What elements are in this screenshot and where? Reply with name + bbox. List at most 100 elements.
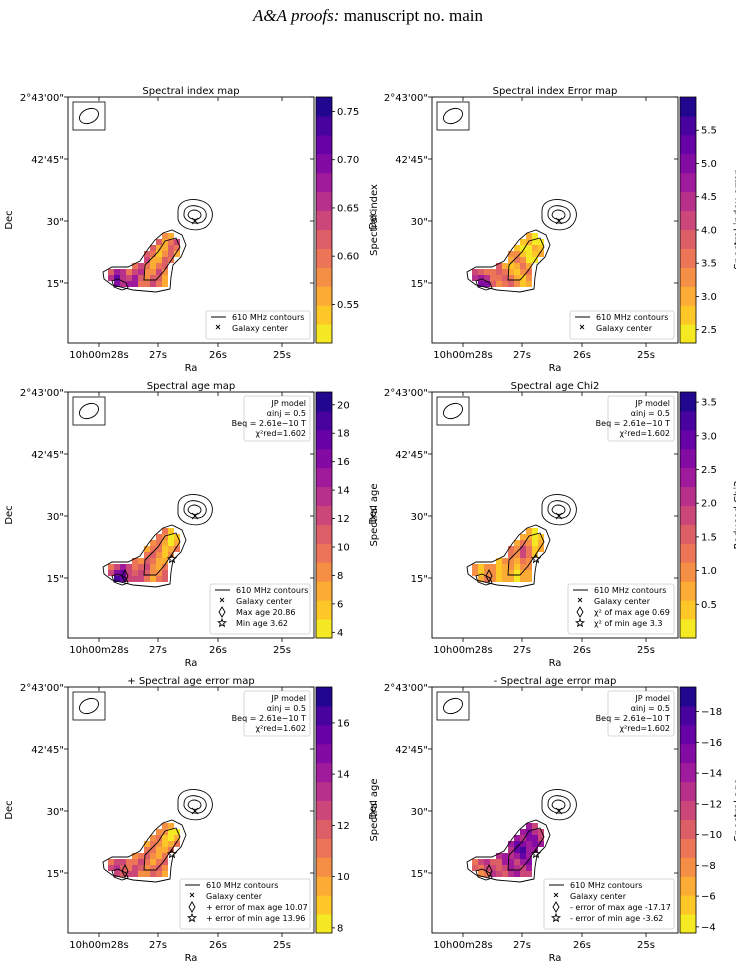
heatmap-pixel <box>114 865 120 871</box>
heatmap-pixel <box>490 865 496 871</box>
heatmap-pixel <box>162 564 168 570</box>
contour-outer <box>466 524 551 588</box>
heatmap-pixel <box>490 564 496 570</box>
y-tick-label: 15" <box>47 869 64 880</box>
heatmap-pixel <box>526 239 532 245</box>
legend: 610 MHz contours Galaxy center <box>569 310 675 340</box>
heatmap-pixel <box>520 841 526 847</box>
heatmap-pixel <box>156 835 162 841</box>
contour-core <box>177 199 213 231</box>
y-tick-label: 42'45" <box>31 155 64 166</box>
colorbar-tick-label: 0.70 <box>337 155 359 166</box>
page-header: A&A proofs: manuscript no. main <box>0 6 736 26</box>
legend-entry: + error of max age 10.07 <box>206 903 308 912</box>
contour-inner <box>143 827 181 871</box>
heatmap-pixel <box>162 865 168 871</box>
info-line: χ²red=1.602 <box>619 724 670 733</box>
colorbar-segment <box>680 687 696 707</box>
heatmap-pixel <box>520 546 526 552</box>
heatmap-pixel <box>162 528 168 534</box>
heatmap-pixel <box>520 570 526 576</box>
heatmap-pixel <box>114 576 120 582</box>
heatmap-pixel <box>478 570 484 576</box>
x-tick-label: 10h00m28s <box>69 940 128 951</box>
heatmap-pixel <box>532 534 538 540</box>
beam-box <box>72 101 106 131</box>
colorbar-tick-label: 16 <box>337 457 350 468</box>
heatmap-pixel <box>526 865 532 871</box>
heatmap-pixel <box>526 528 532 534</box>
legend-entry: 610 MHz contours <box>570 881 642 890</box>
y-tick-label: 30" <box>411 217 428 228</box>
heatmap-pixel <box>168 534 174 540</box>
legend-entry: Galaxy center <box>232 324 289 333</box>
heatmap-pixel <box>526 275 532 281</box>
colorbar-segment <box>316 914 332 934</box>
colorbar-segment <box>316 429 332 450</box>
colorbar-segment <box>316 248 332 268</box>
colorbar-tick-label: 1.0 <box>701 566 717 577</box>
heatmap-pixel <box>132 275 138 281</box>
colorbar-tick-label: 4.5 <box>701 192 717 203</box>
heatmap-pixel <box>520 534 526 540</box>
colorbar: 2.5 3.0 3.5 4.0 4.5 5.0 5.5 Spectral index erro… <box>679 96 736 344</box>
heatmap-pixel <box>168 233 174 239</box>
legend-entry: Max age 20.86 <box>236 608 295 617</box>
heatmap-pixel <box>174 835 180 841</box>
plot-frame <box>67 96 315 344</box>
info-line: χ²red=1.602 <box>255 724 306 733</box>
colorbar-tick-label: 16 <box>337 718 350 729</box>
heatmap-pixel <box>526 564 532 570</box>
heatmap-pixel <box>162 835 168 841</box>
legend-entry: χ² of min age 3.3 <box>594 619 662 628</box>
heatmap-pixel <box>514 275 520 281</box>
heatmap-pixel <box>144 859 150 865</box>
heatmap-pixel <box>508 257 514 263</box>
contour-core-2 <box>183 500 207 519</box>
heatmap-pixel <box>520 871 526 877</box>
heatmap-pixel <box>532 245 538 251</box>
heatmap-pixel <box>156 257 162 263</box>
info-box-frame <box>607 395 675 442</box>
heatmap-pixel <box>108 570 114 576</box>
x-tick-label: 25s <box>273 645 291 656</box>
heatmap-pixel <box>526 552 532 558</box>
info-line: χ²red=1.602 <box>255 429 306 438</box>
colorbar-segment <box>680 429 696 450</box>
colorbar: 0.5 1.0 1.5 2.0 2.5 3.0 3.5 Reduced Chi2 <box>679 391 736 639</box>
heatmap-pixel <box>150 281 156 287</box>
x-axis-label: Ra <box>185 953 198 964</box>
heatmap-pixel <box>144 558 150 564</box>
colorbar-tick-label: 2.0 <box>701 499 717 510</box>
heatmap-pixel <box>502 275 508 281</box>
contour-outer <box>102 524 187 588</box>
heatmap-pixel <box>156 269 162 275</box>
heatmap-pixel <box>514 558 520 564</box>
panel-title: - Spectral age error map <box>494 676 617 687</box>
y-axis-label: Dec <box>368 800 379 819</box>
heatmap-pixel <box>502 263 508 269</box>
x-tick-label: 27s <box>513 350 531 361</box>
min-age-star-marker <box>530 553 542 564</box>
heatmap-pixel <box>108 859 114 865</box>
colorbar-segment <box>680 267 696 287</box>
heatmap-pixel <box>478 269 484 275</box>
heatmap-pixel <box>532 239 538 245</box>
colorbar-tick-label: 20 <box>337 400 350 411</box>
heatmap-pixel <box>514 269 520 275</box>
min-age-star-marker <box>530 848 542 859</box>
legend-cross-swatch <box>579 324 585 330</box>
y-tick-label: 2°43'00" <box>20 683 64 694</box>
heatmap-pixel <box>508 269 514 275</box>
colorbar-segment <box>680 410 696 431</box>
heatmap-pixel <box>144 552 150 558</box>
legend-frame <box>209 583 311 635</box>
heatmap-pixel <box>108 564 114 570</box>
heatmap-pixel <box>144 847 150 853</box>
heatmap-pixel <box>532 233 538 239</box>
colorbar-segment <box>316 191 332 212</box>
heatmap-pixel <box>526 847 532 853</box>
